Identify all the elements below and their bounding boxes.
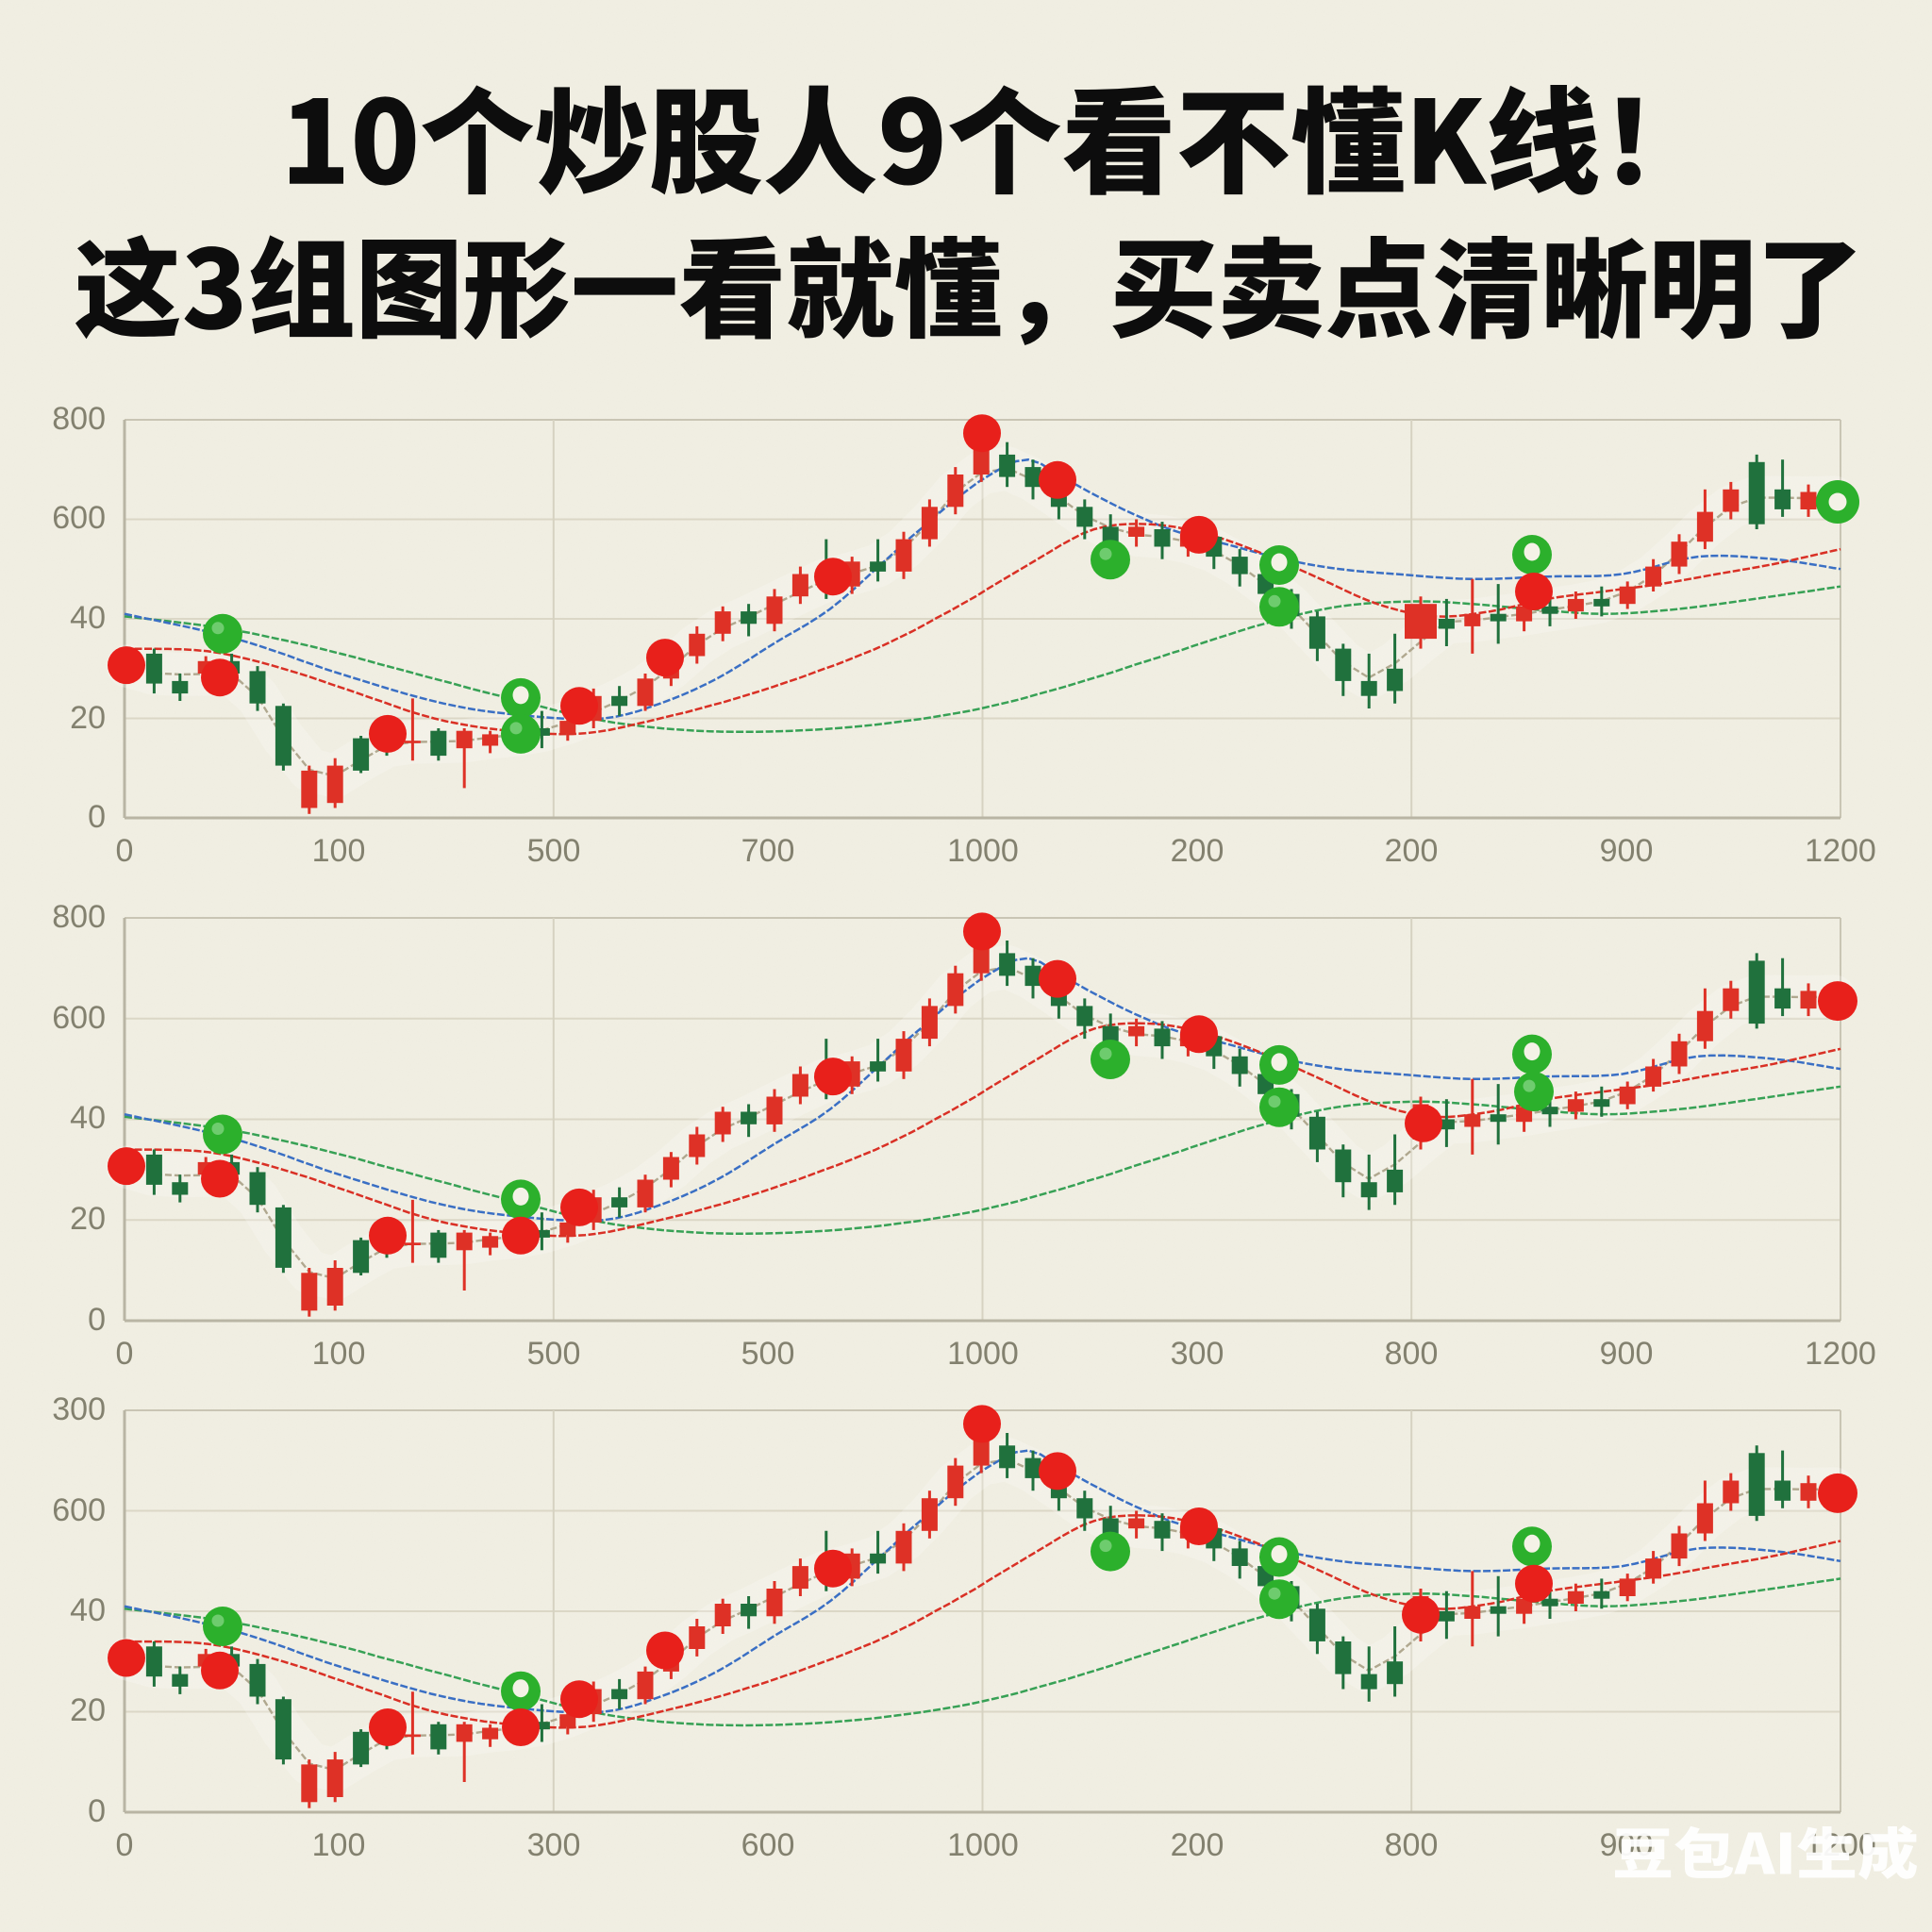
- svg-text:600: 600: [52, 1000, 106, 1036]
- svg-text:0: 0: [116, 833, 134, 869]
- svg-text:600: 600: [52, 1492, 106, 1528]
- svg-text:40: 40: [70, 600, 106, 636]
- svg-text:500: 500: [527, 1336, 581, 1372]
- svg-text:0: 0: [88, 1302, 106, 1338]
- svg-text:40: 40: [70, 1592, 106, 1628]
- svg-text:1000: 1000: [947, 833, 1019, 869]
- svg-text:0: 0: [88, 1793, 106, 1829]
- svg-text:300: 300: [1171, 1336, 1224, 1372]
- svg-text:500: 500: [741, 1336, 795, 1372]
- svg-text:300: 300: [527, 1827, 581, 1863]
- svg-text:0: 0: [116, 1336, 134, 1372]
- svg-text:1200: 1200: [1805, 1336, 1876, 1372]
- svg-text:100: 100: [312, 833, 366, 869]
- svg-text:800: 800: [52, 401, 106, 437]
- svg-text:20: 20: [70, 1201, 106, 1237]
- svg-text:200: 200: [1171, 833, 1224, 869]
- svg-text:800: 800: [1385, 1336, 1439, 1372]
- svg-text:200: 200: [1385, 833, 1439, 869]
- svg-text:1000: 1000: [947, 1336, 1019, 1372]
- svg-text:0: 0: [88, 799, 106, 835]
- svg-text:0: 0: [116, 1827, 134, 1863]
- svg-text:600: 600: [52, 500, 106, 536]
- svg-text:600: 600: [741, 1827, 795, 1863]
- svg-text:100: 100: [312, 1827, 366, 1863]
- svg-text:700: 700: [741, 833, 795, 869]
- svg-text:40: 40: [70, 1100, 106, 1136]
- svg-text:20: 20: [70, 1692, 106, 1728]
- svg-text:20: 20: [70, 700, 106, 736]
- svg-text:200: 200: [1171, 1827, 1224, 1863]
- svg-text:300: 300: [52, 1391, 106, 1427]
- svg-text:800: 800: [52, 899, 106, 935]
- svg-text:500: 500: [527, 833, 581, 869]
- svg-text:800: 800: [1385, 1827, 1439, 1863]
- svg-text:1000: 1000: [947, 1827, 1019, 1863]
- svg-text:1200: 1200: [1805, 833, 1876, 869]
- svg-text:900: 900: [1600, 833, 1654, 869]
- svg-text:900: 900: [1600, 1336, 1654, 1372]
- svg-text:100: 100: [312, 1336, 366, 1372]
